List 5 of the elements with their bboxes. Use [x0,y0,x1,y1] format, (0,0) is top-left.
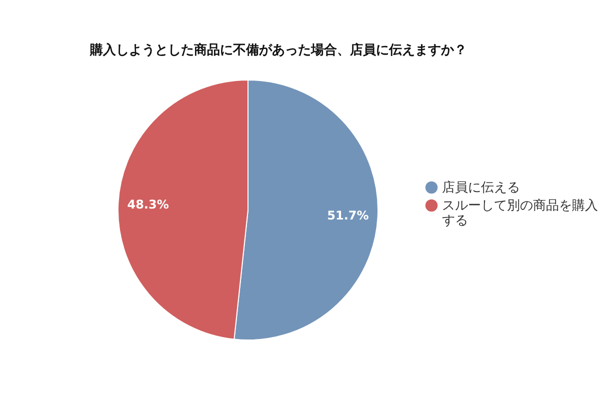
chart-title: 購入しようとした商品に不備があった場合、店員に伝えますか？ [89,42,467,58]
legend-label: スルーして別の商品を購入する [442,198,598,228]
legend-label: 店員に伝える [442,180,520,196]
data-label: 48.3% [127,198,169,212]
data-label: 51.7% [327,208,369,222]
